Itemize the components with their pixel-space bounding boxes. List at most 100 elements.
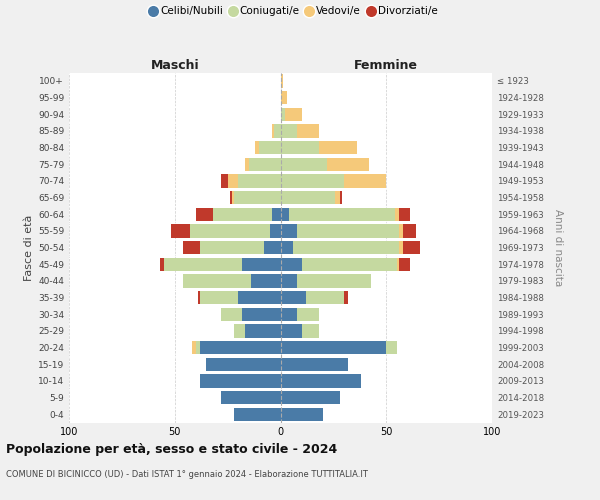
Bar: [281, 258, 397, 271]
Bar: [234, 408, 281, 421]
Bar: [281, 191, 335, 204]
Bar: [164, 258, 281, 271]
Bar: [281, 358, 348, 371]
Bar: [281, 358, 348, 371]
Bar: [232, 191, 281, 204]
Bar: [213, 208, 281, 221]
Bar: [234, 408, 281, 421]
Bar: [234, 324, 281, 338]
Bar: [234, 191, 281, 204]
Bar: [281, 91, 287, 104]
Bar: [281, 74, 283, 88]
Bar: [281, 341, 397, 354]
Bar: [281, 258, 399, 271]
Bar: [281, 124, 319, 138]
Bar: [183, 274, 281, 287]
Bar: [281, 324, 302, 338]
Bar: [200, 291, 281, 304]
Bar: [255, 141, 281, 154]
Bar: [183, 274, 281, 287]
Bar: [281, 191, 340, 204]
Bar: [200, 374, 281, 388]
Bar: [281, 408, 323, 421]
Bar: [196, 341, 281, 354]
Bar: [272, 208, 281, 221]
Bar: [281, 291, 348, 304]
Bar: [164, 258, 281, 271]
Bar: [281, 408, 323, 421]
Bar: [281, 224, 403, 237]
Bar: [281, 291, 306, 304]
Bar: [281, 224, 416, 237]
Bar: [281, 108, 302, 121]
Bar: [281, 391, 340, 404]
Bar: [200, 241, 281, 254]
Legend: Celibi/Nubili, Coniugati/e, Vedovi/e, Divorziati/e: Celibi/Nubili, Coniugati/e, Vedovi/e, Di…: [149, 4, 439, 18]
Bar: [281, 124, 298, 138]
Bar: [238, 174, 281, 188]
Bar: [274, 124, 281, 138]
Bar: [200, 374, 281, 388]
Bar: [281, 141, 356, 154]
Bar: [200, 241, 281, 254]
Bar: [272, 124, 281, 138]
Bar: [191, 341, 281, 354]
Bar: [234, 324, 281, 338]
Bar: [281, 174, 386, 188]
Bar: [200, 374, 281, 388]
Bar: [281, 308, 319, 321]
Y-axis label: Fasce di età: Fasce di età: [24, 214, 34, 280]
Bar: [281, 208, 410, 221]
Bar: [281, 74, 283, 88]
Bar: [206, 358, 281, 371]
Bar: [281, 274, 371, 287]
Bar: [213, 208, 281, 221]
Bar: [281, 291, 344, 304]
Bar: [245, 324, 281, 338]
Bar: [281, 324, 319, 338]
Bar: [242, 258, 281, 271]
Bar: [270, 224, 281, 237]
Bar: [183, 274, 281, 287]
Bar: [221, 308, 281, 321]
Text: Popolazione per età, sesso e stato civile - 2024: Popolazione per età, sesso e stato civil…: [6, 442, 337, 456]
Bar: [245, 158, 281, 171]
Bar: [281, 124, 319, 138]
Bar: [255, 141, 281, 154]
Bar: [234, 408, 281, 421]
Bar: [281, 241, 420, 254]
Bar: [227, 174, 281, 188]
Bar: [191, 341, 281, 354]
Bar: [281, 408, 323, 421]
Y-axis label: Anni di nascita: Anni di nascita: [553, 209, 563, 286]
Bar: [160, 258, 281, 271]
Bar: [281, 274, 371, 287]
Bar: [200, 374, 281, 388]
Bar: [281, 174, 344, 188]
Bar: [221, 391, 281, 404]
Bar: [281, 258, 410, 271]
Bar: [281, 408, 323, 421]
Text: Femmine: Femmine: [354, 58, 418, 71]
Bar: [242, 308, 281, 321]
Bar: [281, 241, 399, 254]
Bar: [281, 291, 344, 304]
Bar: [281, 208, 395, 221]
Bar: [281, 158, 327, 171]
Bar: [234, 408, 281, 421]
Bar: [249, 158, 281, 171]
Bar: [281, 174, 386, 188]
Bar: [281, 224, 298, 237]
Bar: [234, 324, 281, 338]
Bar: [263, 241, 281, 254]
Bar: [281, 158, 370, 171]
Bar: [281, 208, 399, 221]
Bar: [281, 274, 371, 287]
Bar: [281, 391, 340, 404]
Bar: [281, 374, 361, 388]
Bar: [281, 191, 342, 204]
Bar: [259, 141, 281, 154]
Bar: [281, 241, 403, 254]
Bar: [196, 208, 281, 221]
Bar: [281, 158, 370, 171]
